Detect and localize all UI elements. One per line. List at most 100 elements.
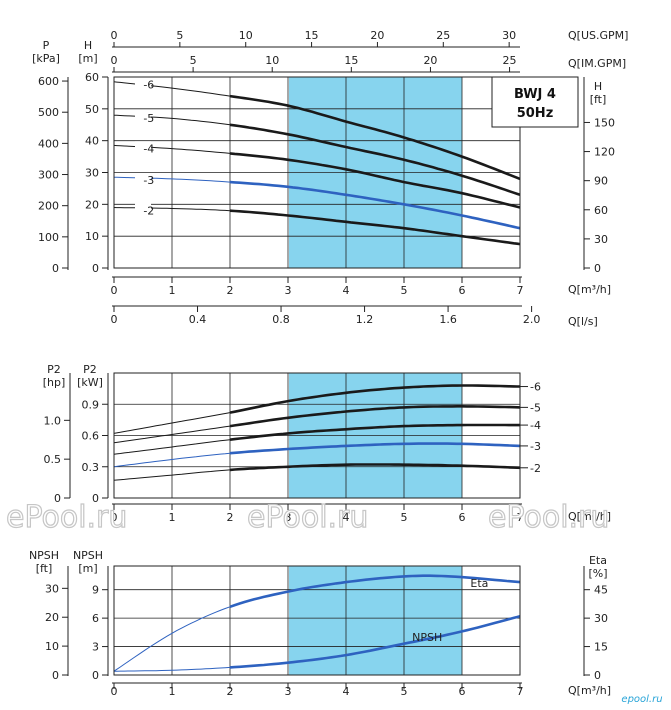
h-axis-ticks: 0 10 20 30 40 50 60	[85, 71, 108, 275]
q2-axis-label: Q[m³/h]	[568, 510, 611, 523]
p2hp-axis-unit-line1: P2	[47, 363, 61, 376]
tick-label: 20	[85, 198, 99, 211]
curve-3-thick	[229, 442, 521, 455]
tick-label: 0	[111, 685, 118, 698]
curve-5-thin	[113, 425, 231, 444]
npsh-chart-grid	[114, 566, 520, 675]
p2hp-axis-unit-line2: [hp]	[43, 376, 66, 389]
eta-axis-unit-line1: Eta	[589, 554, 607, 567]
power-chart: P2 [hp] 00.51.0 P2 [kW] 00.30.60.9 -6-5-…	[43, 363, 611, 524]
tick-label: 15	[305, 29, 319, 42]
tick-label: 0	[111, 511, 118, 524]
tick-label: 30	[502, 29, 516, 42]
tick-label: 6	[92, 612, 99, 625]
h-axis-unit-line2: [m]	[78, 52, 97, 65]
tick-label: 7	[517, 284, 524, 297]
top-usgpm-axis-label: Q[US.GPM]	[568, 29, 628, 42]
tick-label: 5	[401, 284, 408, 297]
tick-label: 2	[227, 685, 234, 698]
hft-axis-unit-line1: H	[594, 80, 602, 93]
curve-5-thick	[229, 405, 521, 428]
tick-label: 10	[265, 54, 279, 67]
tick-label: 4	[343, 284, 350, 297]
tick-label: 9	[92, 584, 99, 597]
tick-label: 20	[370, 29, 384, 42]
p2kw-axis-ticks: 0 0.3 0.6 0.9	[82, 398, 108, 505]
curve-NPSH-thin	[114, 666, 231, 672]
curve-2-thick	[229, 209, 521, 246]
tick-label: 1.0	[44, 414, 62, 427]
tick-label: 2	[227, 511, 234, 524]
curve-tag-bg	[135, 203, 151, 217]
curve-6-thin	[113, 81, 231, 97]
tick-label: 4	[343, 685, 350, 698]
tick-label: 0.9	[82, 398, 100, 411]
tick-label: 0	[92, 669, 99, 682]
curve-tag-n5: -5	[143, 112, 154, 125]
curve-3-thin	[114, 176, 231, 183]
tick-label: 0	[111, 284, 118, 297]
tick-label: 25	[436, 29, 450, 42]
tick-label: 0	[92, 262, 99, 275]
tick-label: 5	[401, 511, 408, 524]
curve-tag-n3: -3	[143, 174, 154, 187]
power-tag-n4: -4	[530, 419, 541, 432]
tick-label: 10	[45, 640, 59, 653]
npsh-m-axis-ticks: 0 3 6 9	[92, 584, 108, 682]
tick-label: 500	[38, 106, 59, 119]
tick-label: 0	[52, 669, 59, 682]
tick-label: 4	[343, 511, 350, 524]
p-axis-ticks: 0 100 200 300 400 500 600	[38, 75, 68, 275]
tick-label: 6	[459, 685, 466, 698]
tick-label: 120	[594, 146, 615, 159]
curve-5-thin	[113, 114, 231, 126]
p2hp-axis-ticks: 0 0.5 1.0	[44, 414, 70, 505]
tick-label: 0	[594, 669, 601, 682]
tick-label: 0.5	[44, 453, 62, 466]
hft-axis-unit-line2: [ft]	[590, 93, 607, 106]
watermark-center: ePool.ru	[247, 500, 368, 535]
tick-label: 200	[38, 200, 59, 213]
head-chart-frame	[113, 76, 521, 269]
q-m3h-ticks: 0 1 2 3 4 5 6 7	[111, 277, 524, 297]
tick-label: 15	[344, 54, 358, 67]
power-chart-frame	[113, 372, 521, 499]
tick-label: 0	[92, 492, 99, 505]
model-box	[491, 76, 579, 128]
tick-label: 30	[45, 582, 59, 595]
tick-label: 3	[285, 284, 292, 297]
tick-label: 1.2	[356, 313, 374, 326]
tick-label: 0.8	[272, 313, 290, 326]
npsh-ft-axis-unit-line1: NPSH	[29, 549, 59, 562]
curve-2-thin	[113, 469, 231, 481]
tick-label: 0	[52, 262, 59, 275]
curve-4-thin	[113, 439, 231, 455]
p-axis-unit-line2: [kPa]	[32, 52, 60, 65]
tick-label: 0.4	[189, 313, 207, 326]
curve-NPSH-thick	[229, 614, 521, 669]
eta-axis-ticks: 0 15 30 45	[584, 584, 608, 682]
top-usgpm-ticks: 0 5 10 15 20 25 30	[111, 29, 516, 47]
curve-5-thick	[229, 123, 521, 197]
p2kw-axis-unit-line2: [kW]	[77, 376, 103, 389]
tick-label: 5	[401, 685, 408, 698]
tick-label: 2.0	[523, 313, 541, 326]
tick-label: 1	[169, 685, 176, 698]
q-ls-ticks: 0 0.4 0.8 1.2 1.6 2.0	[111, 306, 541, 326]
tick-label: 30	[594, 612, 608, 625]
curve-2-thin	[113, 207, 231, 212]
watermark-group: ePool.ru ePool.ru ePool.ru	[5, 499, 610, 535]
tick-label: 40	[85, 135, 99, 148]
tick-label: 400	[38, 137, 59, 150]
watermark-left: ePool.ru	[6, 500, 127, 535]
npsh-chart-frame	[113, 565, 521, 676]
curve-tag-n2: -2	[143, 204, 154, 217]
q-m3h-axis-label: Q[m³/h]	[568, 283, 611, 296]
tick-label: 5	[190, 54, 197, 67]
model-name: BWJ 4	[514, 87, 556, 102]
npsh-chart-curves: Eta NPSH	[113, 574, 521, 672]
curve-tag-n6: -6	[143, 79, 154, 92]
power-curve-tags: -6 -5 -4 -3 -2	[520, 381, 541, 475]
curve-tag-n4: -4	[143, 142, 154, 155]
